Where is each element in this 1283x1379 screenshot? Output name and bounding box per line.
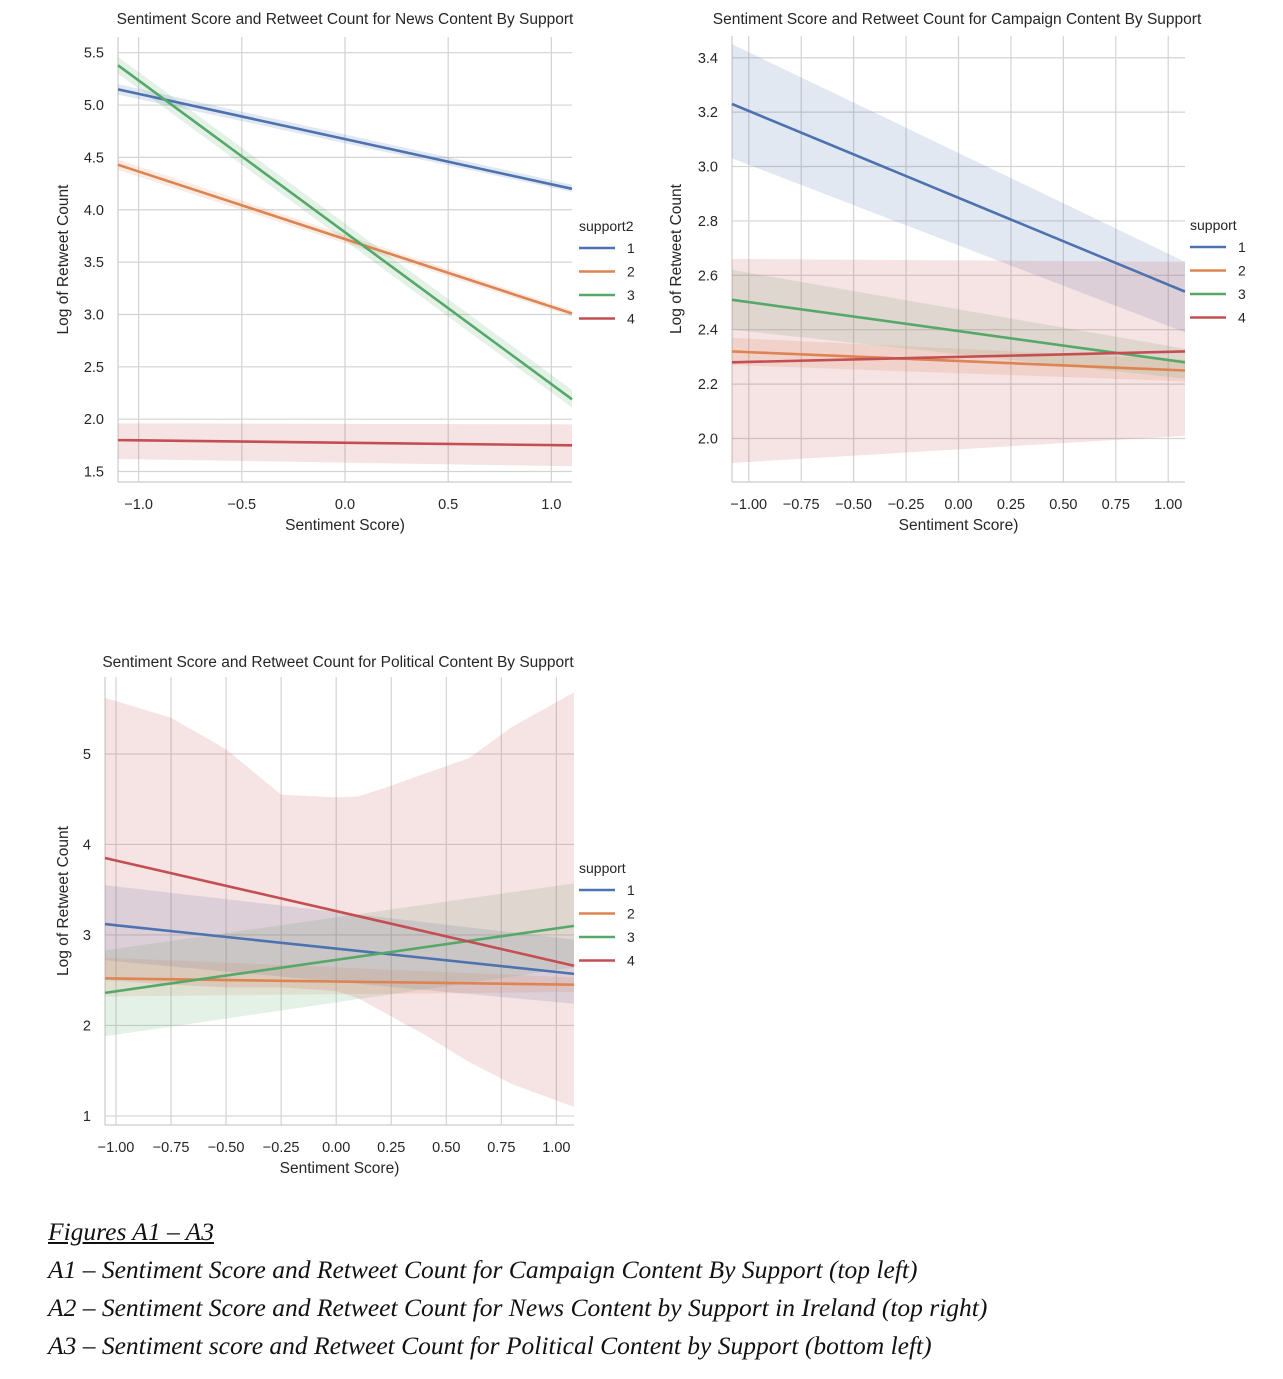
x-tick-label: 1.00 [1154,497,1182,513]
y-axis-label: Log of Retweet Count [55,184,72,335]
x-tick-label: 0.50 [432,1140,460,1156]
caption-line-a2: A2 – Sentiment Score and Retweet Count f… [48,1293,988,1322]
caption-line-a3: A3 – Sentiment score and Retweet Count f… [48,1331,932,1360]
y-tick-label: 2.2 [698,377,718,393]
ci-band-series-4 [105,692,574,1107]
ci-band-series-1 [732,44,1185,333]
x-tick-label: −0.75 [153,1140,190,1156]
x-tick-label: 0.25 [997,497,1025,513]
x-tick-label: −1.0 [124,497,153,513]
line-series-1 [117,88,573,191]
ci-band-series-2 [732,337,1185,382]
x-tick-label: 0.75 [1102,497,1130,513]
line-series-1 [731,102,1186,293]
legend-label-3: 3 [1238,286,1246,302]
x-tick-label: −0.25 [888,497,925,513]
legend-label-4: 4 [1238,310,1246,326]
chart-title: Sentiment Score and Retweet Count for Po… [102,654,574,671]
line-series-4 [104,856,575,967]
legend-label-1: 1 [1238,239,1246,255]
x-tick-label: −1.00 [98,1140,135,1156]
x-axis-label: Sentiment Score) [280,1160,400,1177]
legend-label-1: 1 [627,882,635,898]
y-tick-label: 1 [83,1109,91,1125]
line-series-3 [104,924,575,995]
legend-label-4: 4 [627,311,635,327]
line-series-3 [117,64,573,401]
ci-band-series-2 [105,957,574,997]
caption-heading: Figures A1 – A3 [48,1217,214,1246]
y-tick-label: 3.4 [698,51,718,67]
line-series-4 [117,438,573,447]
y-tick-label: 5 [83,747,91,763]
y-tick-label: 2.6 [698,268,718,284]
legend-label-4: 4 [627,953,635,969]
line-series-2 [104,977,575,987]
y-axis-label: Log of Retweet Count [668,183,685,334]
x-tick-label: −0.5 [228,497,257,513]
line-series-1 [104,922,575,976]
x-tick-label: 0.00 [322,1140,350,1156]
x-tick-label: 0.00 [944,497,972,513]
x-tick-label: 0.0 [335,497,355,513]
x-tick-label: −1.00 [730,497,767,513]
chart-2: Sentiment Score and Retweet Count for Ca… [668,11,1246,534]
y-axis-label: Log of Retweet Count [55,825,72,976]
y-tick-label: 3.5 [84,255,104,271]
y-tick-label: 5.0 [84,98,104,114]
legend-title: support [579,860,626,876]
line-series-3 [731,298,1186,364]
legend-title: support [1190,217,1237,233]
caption-line-a1: A1 – Sentiment Score and Retweet Count f… [48,1255,918,1284]
x-tick-label: −0.75 [783,497,820,513]
ci-band-series-4 [118,423,572,467]
x-tick-label: 1.0 [541,497,561,513]
y-tick-label: 3 [83,928,91,944]
x-tick-label: 0.25 [377,1140,405,1156]
x-tick-label: −0.50 [208,1140,245,1156]
y-tick-label: 2.0 [84,412,104,428]
y-tick-label: 1.5 [84,465,104,481]
x-tick-label: −0.50 [835,497,872,513]
x-tick-label: −0.25 [263,1140,300,1156]
line-series-2 [731,350,1186,372]
chart-3: Sentiment Score and Retweet Count for Po… [55,654,635,1177]
x-tick-label: 0.50 [1049,497,1077,513]
ci-band-series-3 [732,269,1185,379]
figure-canvas: Sentiment Score and Retweet Count for Ne… [55,11,1246,1177]
y-tick-label: 5.5 [84,46,104,62]
legend-label-1: 1 [627,240,635,256]
x-axis-label: Sentiment Score) [285,517,405,534]
y-tick-label: 2.0 [698,431,718,447]
y-tick-label: 3.0 [84,307,104,323]
legend: support2 1 2 3 4 [579,218,635,327]
y-tick-label: 3.2 [698,105,718,121]
legend-title: support2 [579,218,634,234]
x-axis-label: Sentiment Score) [899,517,1019,534]
chart-title: Sentiment Score and Retweet Count for Ca… [713,11,1202,28]
chart-title: Sentiment Score and Retweet Count for Ne… [117,11,574,28]
legend-label-2: 2 [627,906,635,922]
legend-label-2: 2 [627,264,635,280]
y-tick-label: 2.5 [84,360,104,376]
y-tick-label: 2.8 [698,214,718,230]
ci-band-series-1 [105,885,574,1004]
y-tick-label: 3.0 [698,160,718,176]
x-tick-label: 1.00 [542,1140,570,1156]
y-tick-label: 4 [83,837,91,853]
legend-label-3: 3 [627,929,635,945]
line-series-2 [117,163,573,315]
x-tick-label: 0.75 [487,1140,515,1156]
x-tick-label: 0.5 [438,497,458,513]
line-series-4 [731,350,1186,364]
y-tick-label: 2.4 [698,323,718,339]
chart-1: Sentiment Score and Retweet Count for Ne… [55,11,635,534]
legend-label-2: 2 [1238,263,1246,279]
y-tick-label: 4.0 [84,203,104,219]
y-tick-label: 2 [83,1018,91,1034]
y-tick-label: 4.5 [84,150,104,166]
legend-label-3: 3 [627,287,635,303]
